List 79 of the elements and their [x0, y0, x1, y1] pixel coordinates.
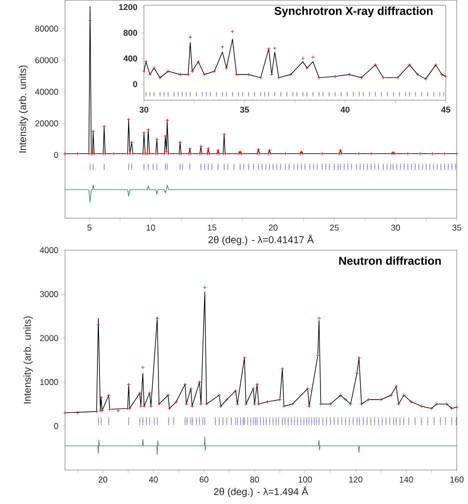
- point: [246, 72, 251, 76]
- point: [311, 55, 315, 60]
- point: [289, 72, 293, 76]
- point: [440, 72, 444, 76]
- x-tick-label: 30: [391, 224, 400, 231]
- point: [434, 63, 438, 67]
- x-tick-label: 40: [149, 476, 158, 483]
- point: [272, 46, 277, 50]
- y-tick-label: 0: [54, 152, 58, 158]
- x-tick-label: 5: [88, 224, 92, 231]
- x-tick-label: 30: [140, 106, 148, 113]
- x-tick-label: 80: [250, 476, 260, 483]
- x-tick-label: 35: [452, 224, 462, 231]
- point: [186, 72, 190, 76]
- x-tick-label: 40: [340, 106, 350, 113]
- point: [258, 76, 263, 80]
- point: [190, 69, 194, 74]
- y-tick-label: 1000: [40, 379, 58, 386]
- y-tick-label: 20000: [35, 120, 58, 126]
- x-tick-label: 20: [98, 476, 108, 483]
- point: [444, 74, 448, 78]
- y-tick-label: 40000: [35, 88, 58, 95]
- x-tick-label: 10: [146, 224, 156, 231]
- point: [270, 72, 274, 76]
- point: [202, 72, 206, 76]
- point: [382, 76, 386, 80]
- point: [396, 76, 400, 80]
- point: [416, 72, 420, 76]
- y-tick-label: 1200: [119, 4, 138, 10]
- y-axis-title: Intensity (arb. units): [24, 316, 33, 404]
- point: [266, 46, 271, 51]
- point: [317, 76, 321, 80]
- point: [212, 69, 216, 74]
- y-tick-label: 2000: [40, 335, 58, 342]
- x-axis-title: 2θ (deg.) - λ=0.41417 Å: [208, 234, 314, 246]
- point: [301, 56, 305, 60]
- x-tick-label: 120: [349, 476, 363, 483]
- point: [230, 30, 234, 34]
- x-tick-label: 15: [208, 224, 216, 231]
- x-axis-title: 2θ (deg.) - λ=1.494 Å: [214, 486, 308, 498]
- point: [196, 60, 200, 64]
- chart-title: Synchrotron X-ray diffraction: [274, 6, 433, 18]
- point: [224, 66, 228, 70]
- point: [424, 77, 428, 81]
- point: [305, 66, 309, 70]
- point: [234, 72, 238, 76]
- x-tick-label: 140: [400, 476, 414, 483]
- x-tick-label: 60: [200, 476, 208, 483]
- y-tick-label: 0: [54, 423, 58, 430]
- point: [142, 69, 146, 74]
- point: [277, 76, 281, 80]
- y-tick-label: 400: [124, 55, 138, 62]
- line-series: [65, 436, 457, 455]
- x-tick-label: 100: [298, 476, 312, 483]
- y-axis-title: Intensity (arb. units): [18, 66, 28, 152]
- point: [166, 69, 170, 74]
- point: [220, 45, 224, 49]
- x-tick-label: 45: [441, 106, 450, 113]
- y-tick-label: 80000: [35, 26, 58, 32]
- point: [188, 35, 192, 40]
- chart-title: Neutron diffraction: [339, 256, 441, 265]
- point: [360, 76, 364, 80]
- point: [178, 72, 182, 76]
- y-tick-label: 60000: [35, 57, 58, 64]
- point: [152, 66, 156, 70]
- y-tick-label: 800: [124, 30, 138, 36]
- x-tick-label: 160: [450, 476, 464, 483]
- y-tick-label: 3000: [40, 291, 58, 298]
- y-tick-label: 0: [133, 81, 138, 88]
- point: [347, 72, 352, 76]
- x-tick-label: 35: [240, 106, 250, 113]
- x-tick-label: 25: [330, 224, 339, 231]
- y-tick-label: 4000: [40, 247, 58, 254]
- point: [144, 60, 148, 64]
- line-series: [65, 184, 457, 203]
- line-series: [144, 38, 446, 80]
- point: [148, 72, 152, 76]
- point: [158, 76, 162, 80]
- x-tick-label: 20: [268, 224, 278, 231]
